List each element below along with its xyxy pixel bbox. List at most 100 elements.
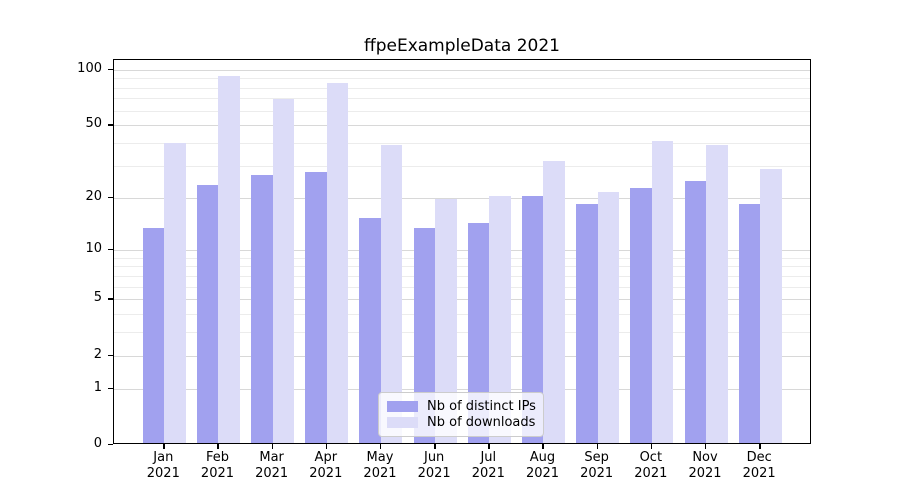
y-tick-label: 20 (85, 188, 102, 204)
x-tick-year: 2021 (742, 466, 776, 481)
bar-distinct-ips-dec (738, 203, 761, 443)
x-tick-mark (650, 444, 653, 449)
legend-label-downloads: Nb of downloads (427, 415, 536, 430)
x-tick-year: 2021 (255, 466, 289, 481)
minor-gridline (114, 98, 810, 100)
major-gridline (114, 299, 810, 301)
y-tick-mark (108, 196, 113, 198)
x-tick-label: May 2021 (348, 450, 412, 482)
plot-area (113, 59, 811, 444)
y-tick-label: 50 (85, 116, 102, 132)
minor-gridline (114, 266, 810, 268)
x-tick-label: Sep 2021 (565, 450, 629, 482)
bar-distinct-ips-mar (251, 175, 273, 443)
y-tick-label: 2 (93, 346, 102, 362)
x-tick-year: 2021 (146, 466, 180, 481)
x-tick-mark (271, 444, 274, 449)
x-tick-month: May (366, 450, 394, 465)
legend-swatch-downloads (387, 417, 418, 428)
bar-distinct-ips-jan (142, 228, 165, 443)
bar-downloads-jan (164, 143, 186, 443)
bar-distinct-ips-aug (521, 195, 544, 443)
minor-gridline (114, 286, 810, 288)
major-gridline (114, 250, 810, 252)
x-tick-month: Apr (314, 450, 338, 465)
x-tick-mark (379, 444, 382, 449)
minor-gridline (114, 87, 810, 89)
x-tick-label: Mar 2021 (240, 450, 304, 482)
minor-gridline (114, 275, 810, 277)
major-gridline (114, 197, 810, 199)
y-tick-label: 5 (93, 290, 102, 306)
bar-downloads-apr (326, 82, 349, 443)
bar-distinct-ips-feb (196, 184, 219, 443)
x-tick-label: Oct 2021 (619, 450, 683, 482)
bar-distinct-ips-sep (576, 203, 598, 443)
x-tick-mark (596, 444, 599, 449)
x-tick-month: Mar (259, 450, 284, 465)
y-tick-label: 0 (93, 436, 102, 451)
legend: Nb of distinct IPs Nb of downloads (378, 392, 544, 437)
x-tick-year: 2021 (580, 466, 614, 481)
x-tick-mark (759, 444, 761, 449)
minor-gridline (114, 314, 810, 316)
x-tick-mark (705, 444, 707, 449)
bar-downloads-dec (760, 169, 782, 443)
x-tick-month: Dec (746, 450, 772, 465)
minor-gridline (114, 165, 810, 167)
x-tick-year: 2021 (417, 466, 451, 481)
y-tick-label: 10 (85, 241, 102, 257)
chart-title: ffpeExampleData 2021 (364, 36, 560, 56)
x-tick-year: 2021 (309, 466, 343, 481)
minor-gridline (114, 143, 810, 145)
bar-distinct-ips-jul (467, 222, 490, 443)
legend-row: Nb of downloads (387, 415, 535, 430)
y-tick-label: 100 (77, 60, 102, 76)
y-tick-mark (108, 298, 113, 300)
x-tick-year: 2021 (471, 466, 505, 481)
bar-downloads-oct (651, 141, 674, 443)
minor-gridline (114, 110, 810, 112)
x-tick-mark (325, 444, 328, 449)
x-tick-month: Feb (205, 450, 229, 465)
x-tick-month: Aug (529, 450, 556, 465)
x-tick-mark (488, 444, 490, 449)
bar-downloads-jul (489, 195, 511, 443)
bar-distinct-ips-apr (305, 172, 327, 443)
x-tick-label: Jun 2021 (402, 450, 466, 482)
y-tick-mark (108, 124, 113, 126)
bar-distinct-ips-oct (630, 188, 652, 443)
bar-downloads-may (380, 145, 403, 443)
x-tick-month: Sep (584, 450, 609, 465)
minor-gridline (114, 257, 810, 259)
x-tick-mark (434, 444, 436, 449)
x-tick-month: Oct (639, 450, 663, 465)
x-tick-month: Jul (480, 450, 497, 465)
y-tick-mark (108, 68, 113, 71)
x-tick-month: Jan (153, 450, 174, 465)
bar-downloads-jun (435, 199, 457, 443)
bar-downloads-feb (218, 76, 240, 443)
bar-distinct-ips-nov (684, 181, 706, 443)
major-gridline (114, 125, 810, 127)
bar-downloads-mar (272, 98, 295, 443)
x-tick-month: Nov (692, 450, 718, 465)
x-tick-label: Aug 2021 (510, 450, 574, 482)
y-tick-mark (108, 354, 113, 357)
y-tick-mark (108, 387, 113, 390)
x-tick-label: Jul 2021 (456, 450, 520, 482)
legend-label-distinct-ips: Nb of distinct IPs (427, 399, 536, 414)
bar-distinct-ips-may (359, 217, 381, 443)
minor-gridline (114, 78, 810, 80)
legend-swatch-distinct-ips (387, 401, 418, 412)
x-tick-year: 2021 (200, 466, 235, 481)
y-tick-mark (108, 249, 113, 251)
legend-row: Nb of distinct IPs (387, 399, 536, 414)
major-gridline (114, 388, 810, 390)
y-tick-label: 1 (93, 379, 102, 395)
x-tick-year: 2021 (634, 466, 668, 481)
major-gridline (114, 69, 810, 71)
x-tick-year: 2021 (363, 466, 397, 481)
x-tick-label: Dec 2021 (727, 450, 791, 482)
